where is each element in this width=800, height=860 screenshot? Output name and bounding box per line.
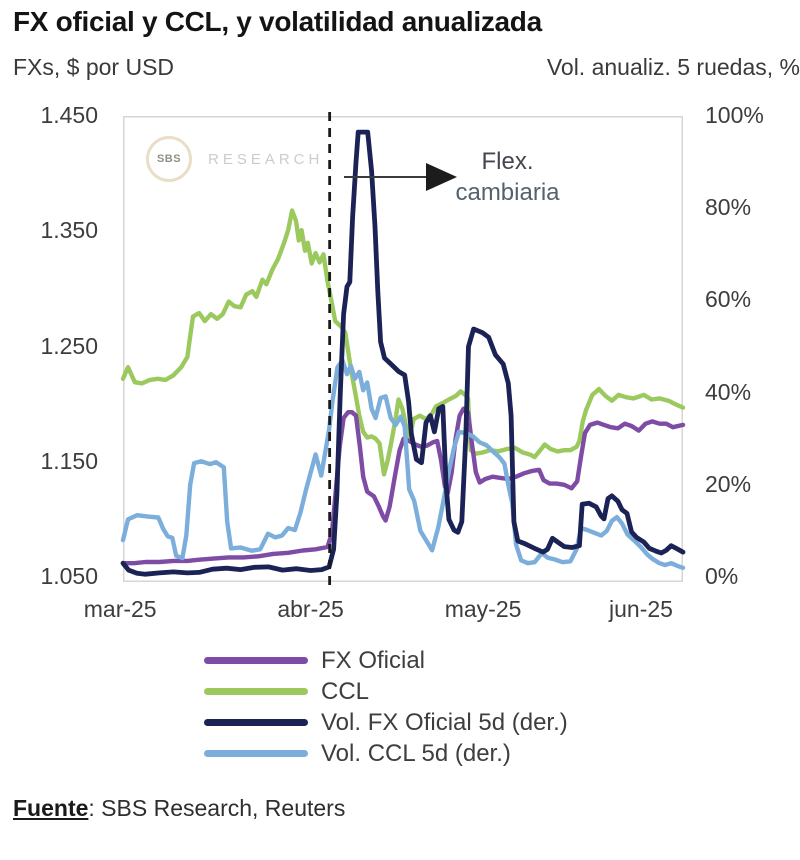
axis-tick-label: 80%	[705, 194, 752, 221]
axis-tick-label: 40%	[705, 378, 752, 405]
plot-area	[120, 112, 686, 588]
series-vol-fx-oficial-5d-der-	[120, 129, 686, 577]
annotation-line1: Flex.	[481, 148, 534, 175]
legend-item-vol-fx-oficial: Vol. FX Oficial 5d (der.)	[204, 707, 568, 738]
legend-item-ccl: CCL	[204, 676, 568, 707]
axis-tick-label: jun-25	[609, 596, 673, 622]
ccl-swatch-icon	[204, 688, 308, 695]
sbs-logo-text: SBS	[156, 153, 182, 165]
series-fx-oficial	[120, 406, 686, 566]
axis-tick-label: 1.150	[40, 447, 98, 474]
vol-fx-oficial-swatch-icon	[204, 719, 308, 726]
legend-item-fx-oficial: FX Oficial	[204, 645, 568, 676]
axis-tick-label: may-25	[444, 596, 522, 622]
chart-legend: FX Oficial CCL Vol. FX Oficial 5d (der.)…	[204, 645, 568, 769]
arrow-right-icon	[426, 163, 457, 191]
axis-tick-label: 0%	[705, 563, 739, 589]
vol-ccl-swatch-icon	[204, 750, 308, 757]
axis-tick-label: 1.450	[40, 102, 98, 128]
annotation-line2: cambiaria	[455, 179, 560, 206]
axis-tick-label: abr-25	[277, 596, 344, 622]
axis-tick-label: 60%	[705, 286, 752, 313]
fx-oficial-swatch-icon	[204, 657, 308, 664]
axis-tick-label: 1.250	[40, 332, 98, 359]
axis-tick-label: 100%	[705, 102, 764, 128]
source-note: Fuente: SBS Research, Reuters	[13, 795, 345, 822]
axis-tick-label: 20%	[705, 470, 752, 497]
right-axis-title: Vol. anualiz. 5 ruedas, %	[546, 54, 800, 80]
legend-item-vol-ccl: Vol. CCL 5d (der.)	[204, 738, 568, 769]
source-text: : SBS Research, Reuters	[88, 795, 346, 821]
sbs-research-watermark: SBS RESEARCH	[146, 136, 323, 182]
legend-label: CCL	[321, 677, 370, 705]
series-vol-ccl-5d-der-	[120, 358, 686, 570]
left-axis-title: FXs, $ por USD	[13, 54, 175, 80]
sbs-logo-icon: SBS	[146, 136, 192, 182]
legend-label: FX Oficial	[321, 646, 426, 674]
series-ccl	[120, 208, 686, 477]
chart-title: FX oficial y CCL, y volatilidad anualiza…	[13, 6, 542, 37]
axis-tick-label: mar-25	[83, 596, 157, 622]
axis-tick-label: 1.050	[40, 563, 98, 589]
flex-cambiaria-annotation: Flex. cambiaria	[430, 146, 585, 208]
axis-tick-label: 1.350	[40, 217, 98, 244]
source-label: Fuente	[13, 795, 89, 821]
legend-label: Vol. CCL 5d (der.)	[321, 739, 511, 767]
legend-label: Vol. FX Oficial 5d (der.)	[321, 708, 568, 736]
watermark-research-text: RESEARCH	[208, 150, 324, 168]
